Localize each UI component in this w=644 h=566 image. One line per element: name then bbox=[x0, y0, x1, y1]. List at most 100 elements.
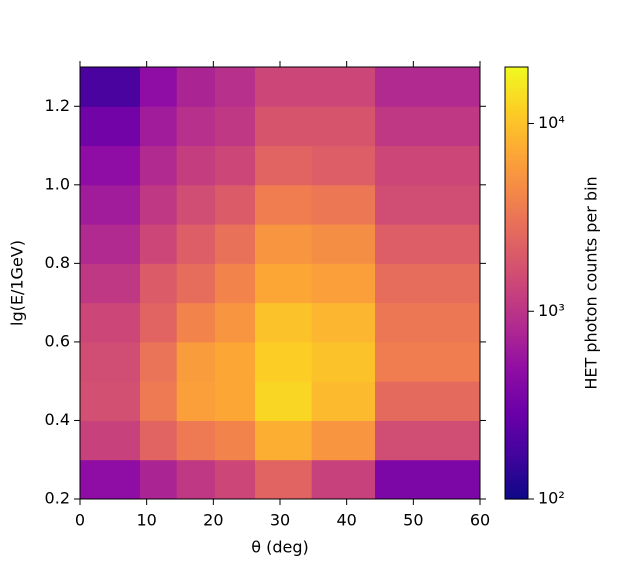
colorbar-segment bbox=[505, 319, 528, 323]
heatmap-cell bbox=[255, 184, 313, 225]
colorbar-segment bbox=[505, 155, 528, 159]
heatmap-cell bbox=[215, 459, 256, 500]
colorbar-label: HET photon counts per bin bbox=[582, 176, 601, 389]
colorbar-segment bbox=[505, 244, 528, 247]
colorbar-segment bbox=[505, 129, 528, 133]
heatmap-cell bbox=[215, 263, 256, 304]
x-tick-label: 50 bbox=[403, 511, 423, 530]
heatmap-cell bbox=[255, 341, 313, 382]
heatmap-cell bbox=[80, 145, 141, 186]
heatmap-cell bbox=[255, 381, 313, 421]
heatmap-cell bbox=[311, 302, 376, 343]
heatmap-cell bbox=[80, 184, 141, 225]
x-tick-label: 40 bbox=[336, 511, 356, 530]
heatmap-cell bbox=[140, 145, 178, 186]
colorbar-segment bbox=[505, 391, 528, 394]
y-tick-label: 0.4 bbox=[45, 410, 70, 429]
x-tick-label: 0 bbox=[75, 511, 85, 530]
heatmap-cell bbox=[255, 145, 313, 186]
colorbar-segment bbox=[505, 378, 528, 381]
colorbar-segment bbox=[505, 194, 528, 198]
colorbar-segment bbox=[505, 449, 528, 453]
heatmap-cell bbox=[176, 224, 216, 264]
colorbar-segment bbox=[505, 166, 528, 170]
colorbar-segment bbox=[505, 274, 528, 278]
colorbar-segment bbox=[505, 200, 528, 204]
heatmap-cell bbox=[215, 341, 256, 382]
heatmap-cell bbox=[176, 381, 216, 421]
colorbar-frame bbox=[504, 66, 529, 500]
colorbar-segment bbox=[505, 73, 528, 77]
heatmap-cell bbox=[176, 302, 216, 343]
heatmap-cell bbox=[375, 224, 481, 264]
heatmap-cell bbox=[375, 184, 481, 225]
colorbar-segment bbox=[505, 494, 528, 498]
colorbar-segment bbox=[505, 149, 528, 152]
colorbar-segment bbox=[505, 408, 528, 412]
colorbar-segment bbox=[505, 365, 528, 368]
heatmap-cell bbox=[80, 459, 141, 500]
colorbar-tick-label: 10² bbox=[538, 489, 565, 508]
colorbar-segment bbox=[505, 265, 528, 269]
colorbar-segment bbox=[505, 283, 528, 286]
heatmap-cell bbox=[176, 184, 216, 225]
colorbar-segment bbox=[505, 457, 528, 461]
colorbar-segment bbox=[505, 358, 528, 362]
heatmap-cell bbox=[176, 67, 216, 107]
colorbar-segment bbox=[505, 213, 528, 217]
colorbar-segment bbox=[505, 367, 528, 370]
colorbar-segment bbox=[505, 423, 528, 427]
colorbar-segment bbox=[505, 229, 528, 232]
colorbar-segment bbox=[505, 462, 528, 466]
colorbar-segment bbox=[505, 300, 528, 304]
colorbar-segment bbox=[505, 146, 528, 150]
colorbar-segment bbox=[505, 157, 528, 161]
colorbar-segment bbox=[505, 97, 528, 100]
colorbar-segment bbox=[505, 341, 528, 345]
heatmap-cell bbox=[255, 420, 313, 461]
colorbar-segment bbox=[505, 425, 528, 429]
heatmap-cell bbox=[375, 106, 481, 147]
colorbar-segment bbox=[505, 162, 528, 165]
colorbar-segment bbox=[505, 432, 528, 435]
heatmap-cell bbox=[215, 67, 256, 107]
colorbar-segment bbox=[505, 261, 528, 265]
colorbar-segment bbox=[505, 218, 528, 221]
colorbar-segment bbox=[505, 246, 528, 250]
colorbar-segment bbox=[505, 185, 528, 189]
colorbar-segment bbox=[505, 112, 528, 116]
colorbar-segment bbox=[505, 153, 528, 157]
heatmap-cell bbox=[375, 420, 481, 461]
colorbar-segment bbox=[505, 436, 528, 440]
colorbar-segment bbox=[505, 416, 528, 420]
heatmap-cell bbox=[215, 302, 256, 343]
heatmap-cell bbox=[311, 184, 376, 225]
colorbar-segment bbox=[505, 479, 528, 483]
heatmap-cell bbox=[311, 145, 376, 186]
heatmap-cell bbox=[215, 381, 256, 421]
colorbar-segment bbox=[505, 298, 528, 301]
colorbar-segment bbox=[505, 466, 528, 470]
colorbar-segment bbox=[505, 211, 528, 215]
heatmap-cell bbox=[311, 67, 376, 107]
colorbar-segment bbox=[505, 447, 528, 450]
heatmap-cell bbox=[140, 302, 178, 343]
heatmap-cell bbox=[140, 263, 178, 304]
colorbar-segment bbox=[505, 118, 528, 122]
colorbar-segment bbox=[505, 179, 528, 183]
colorbar-segment bbox=[505, 343, 528, 347]
heatmap-cell bbox=[176, 459, 216, 500]
colorbar-segment bbox=[505, 209, 528, 213]
heatmap-cell bbox=[311, 381, 376, 421]
colorbar-segment bbox=[505, 321, 528, 325]
colorbar-segment bbox=[505, 177, 528, 180]
heatmap-cell bbox=[255, 459, 313, 500]
heatmap-cell bbox=[176, 263, 216, 304]
colorbar-segment bbox=[505, 287, 528, 291]
colorbar-segment bbox=[505, 388, 528, 392]
heatmap-cell bbox=[375, 67, 481, 107]
colorbar-segment bbox=[505, 362, 528, 366]
heatmap-cell bbox=[140, 381, 178, 421]
colorbar-segment bbox=[505, 280, 528, 284]
colorbar-segment bbox=[505, 311, 528, 314]
